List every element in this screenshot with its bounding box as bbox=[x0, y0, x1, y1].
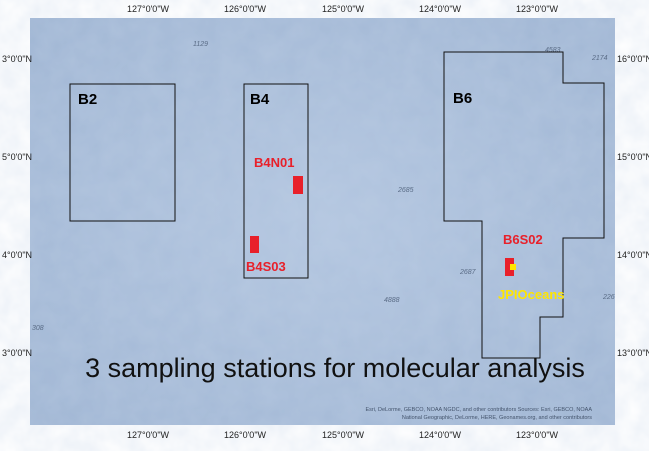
lat-label: 4°0'0"N bbox=[2, 250, 32, 260]
lon-label: 127°0'0"W bbox=[127, 430, 170, 440]
depth-label: 4888 bbox=[384, 297, 400, 304]
region-label: B2 bbox=[78, 91, 97, 108]
lat-label: 5°0'0"N bbox=[2, 152, 32, 162]
lon-label: 125°0'0"W bbox=[322, 430, 365, 440]
depth-label: 308 bbox=[32, 325, 44, 332]
lon-label: 123°0'0"W bbox=[516, 430, 559, 440]
station-label: B6S02 bbox=[503, 232, 543, 247]
region-label: B4 bbox=[250, 91, 270, 108]
attribution: Esri, DeLorme, GEBCO, NOAA NGDC, and oth… bbox=[366, 407, 593, 413]
longitude-bottom: 127°0'0"W 126°0'0"W 125°0'0"W 124°0'0"W … bbox=[127, 430, 559, 440]
lat-label: 13°0'0"N bbox=[617, 348, 649, 358]
depth-label: 4583 bbox=[545, 47, 561, 54]
lon-label: 127°0'0"W bbox=[127, 4, 170, 14]
longitude-top: 127°0'0"W 126°0'0"W 125°0'0"W 124°0'0"W … bbox=[127, 4, 559, 14]
lon-label: 126°0'0"W bbox=[224, 4, 267, 14]
depth-label: 2174 bbox=[591, 55, 608, 62]
latitude-left: 3°0'0"N 5°0'0"N 4°0'0"N 3°0'0"N bbox=[2, 54, 32, 358]
lon-label: 126°0'0"W bbox=[224, 430, 267, 440]
lon-label: 124°0'0"W bbox=[419, 4, 462, 14]
lat-label: 15°0'0"N bbox=[617, 152, 649, 162]
lon-label: 123°0'0"W bbox=[516, 4, 559, 14]
depth-label: 2685 bbox=[397, 187, 414, 194]
lat-label: 14°0'0"N bbox=[617, 250, 649, 260]
lat-label: 3°0'0"N bbox=[2, 54, 32, 64]
partner-label: JPIOceans bbox=[498, 287, 565, 302]
partner-marker bbox=[510, 264, 516, 270]
lat-label: 16°0'0"N bbox=[617, 54, 649, 64]
region-label: B6 bbox=[453, 90, 472, 107]
latitude-right: 16°0'0"N 15°0'0"N 14°0'0"N 13°0'0"N bbox=[617, 54, 649, 358]
map-figure: 127°0'0"W 126°0'0"W 125°0'0"W 124°0'0"W … bbox=[0, 0, 649, 451]
station-marker bbox=[293, 176, 303, 194]
lat-label: 3°0'0"N bbox=[2, 348, 32, 358]
depth-label: 226 bbox=[602, 294, 615, 301]
lon-label: 124°0'0"W bbox=[419, 430, 462, 440]
station-label: B4N01 bbox=[254, 155, 294, 170]
station-marker bbox=[250, 236, 259, 253]
station-label: B4S03 bbox=[246, 259, 286, 274]
caption: 3 sampling stations for molecular analys… bbox=[85, 353, 585, 383]
depth-label: 1129 bbox=[193, 41, 208, 48]
lon-label: 125°0'0"W bbox=[322, 4, 365, 14]
attribution: National Geographic, DeLorme, HERE, Geon… bbox=[402, 415, 592, 421]
depth-label: 2687 bbox=[459, 269, 477, 276]
